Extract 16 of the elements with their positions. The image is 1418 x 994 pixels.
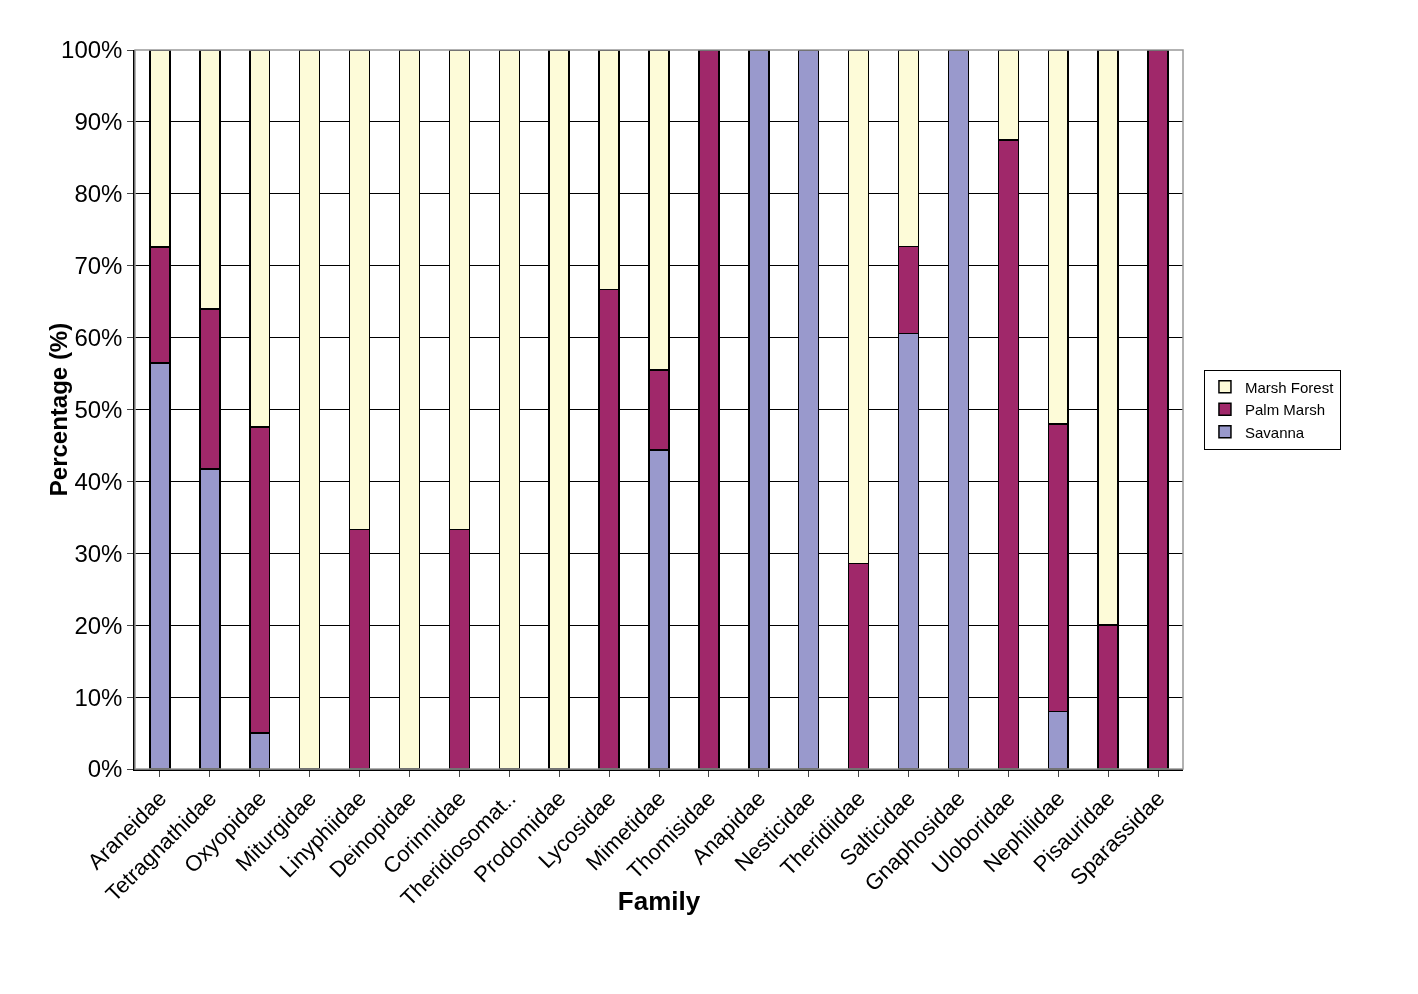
y-tick-label: 70% (74, 252, 123, 280)
y-tick-label: 90% (74, 108, 123, 136)
y-tick-label: 80% (74, 180, 123, 208)
y-tick-label: 30% (74, 539, 123, 567)
legend-label: Savanna (1244, 423, 1305, 441)
y-tick-label: 60% (74, 324, 123, 351)
legend-label: Marsh Forest (1244, 378, 1335, 396)
legend-label: Palm Marsh (1244, 401, 1325, 419)
y-tick-label: 50% (74, 395, 123, 423)
y-axis-title: Percentage (%) (45, 322, 73, 497)
y-tick-label: 10% (74, 683, 123, 711)
y-tick-label: 20% (74, 611, 123, 639)
y-tick-label: 100% (61, 36, 123, 64)
x-axis-title: Family (617, 885, 701, 916)
y-tick-label: 0% (87, 755, 123, 783)
y-tick-label: 40% (74, 467, 123, 495)
